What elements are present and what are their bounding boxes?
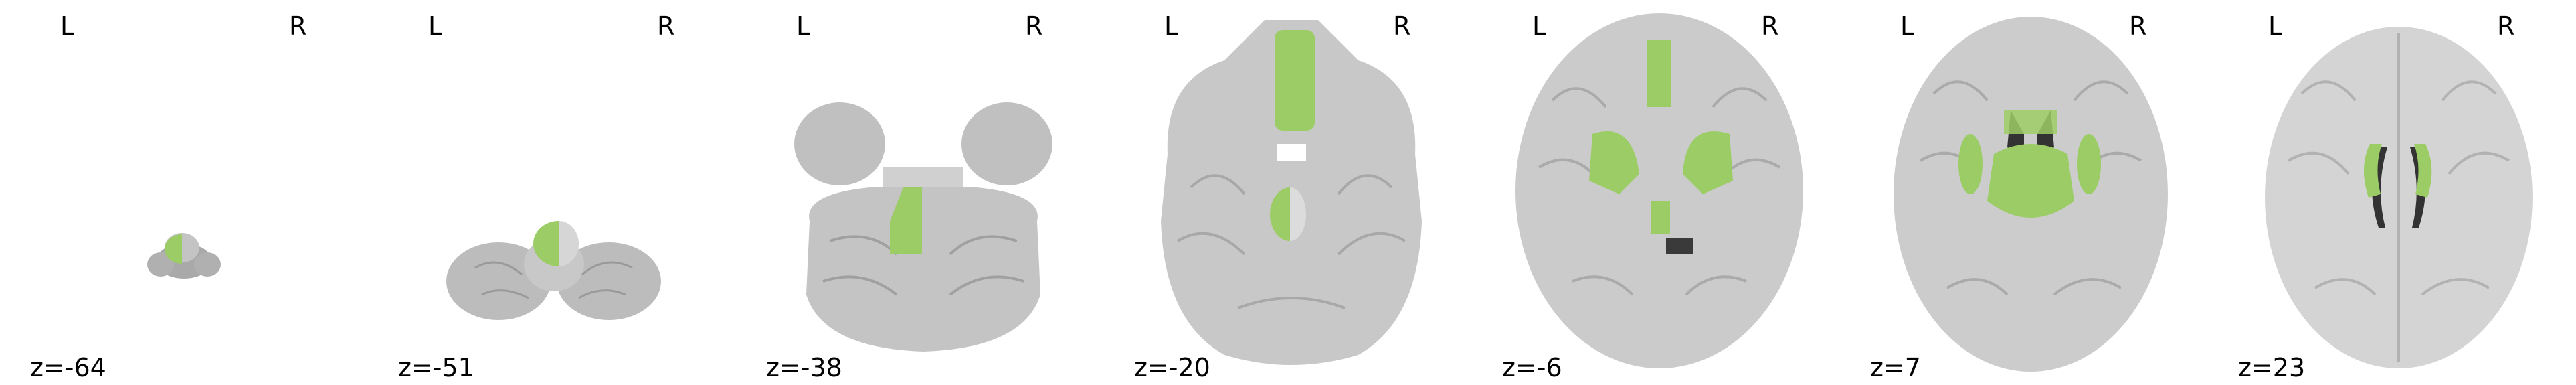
slice-z-label: z=-6 bbox=[1502, 353, 1562, 382]
overlay-region bbox=[1987, 144, 2074, 218]
right-orientation-label: R bbox=[1761, 11, 1779, 41]
slice-z-label: z=-64 bbox=[30, 353, 106, 382]
slice-panel-6: L R z=7 bbox=[1840, 0, 2208, 385]
right-orientation-label: R bbox=[657, 11, 675, 41]
overlay-region bbox=[1651, 201, 1670, 234]
brain-slice-image bbox=[794, 102, 1052, 352]
slice-z-label: z=7 bbox=[1870, 353, 1921, 382]
brain-slice-image bbox=[1515, 13, 1803, 368]
right-orientation-label: R bbox=[1393, 11, 1411, 41]
overlay-region bbox=[2414, 144, 2432, 198]
overlay-region bbox=[1270, 187, 1290, 241]
overlay-region bbox=[890, 187, 922, 254]
slice-z-label: z=-38 bbox=[766, 353, 842, 382]
left-orientation-label: L bbox=[2268, 11, 2283, 41]
slice-panel-3: L R z=-38 bbox=[736, 0, 1104, 385]
right-orientation-label: R bbox=[2129, 11, 2147, 41]
left-orientation-label: L bbox=[1532, 11, 1547, 41]
overlay-region bbox=[1589, 131, 1639, 194]
slice-panel-4: L R z=-20 bbox=[1104, 0, 1472, 385]
slice-panel-5: L R z=-6 bbox=[1472, 0, 1840, 385]
overlay-region bbox=[533, 221, 559, 266]
slice-z-label: z=23 bbox=[2238, 353, 2306, 382]
left-orientation-label: L bbox=[1900, 11, 1915, 41]
brain-slice-image bbox=[1894, 17, 2168, 372]
brain-slice-image bbox=[147, 233, 221, 279]
left-orientation-label: L bbox=[428, 11, 443, 41]
left-orientation-label: L bbox=[796, 11, 811, 41]
right-orientation-label: R bbox=[2497, 11, 2515, 41]
overlay-region bbox=[1647, 40, 1671, 107]
left-orientation-label: L bbox=[1164, 11, 1179, 41]
brain-slice-image bbox=[446, 221, 661, 320]
left-orientation-label: L bbox=[60, 11, 75, 41]
slice-panel-1: L R z=-64 bbox=[0, 0, 368, 385]
overlay-region bbox=[165, 234, 182, 264]
brain-slice-image bbox=[2265, 27, 2533, 368]
slice-z-label: z=-51 bbox=[398, 353, 474, 382]
overlay-region bbox=[1275, 30, 1315, 131]
overlay-region bbox=[2363, 144, 2382, 198]
right-orientation-label: R bbox=[1025, 11, 1043, 41]
slice-z-label: z=-20 bbox=[1134, 353, 1210, 382]
right-orientation-label: R bbox=[289, 11, 307, 41]
brain-slice-image bbox=[1161, 20, 1422, 365]
overlay-region bbox=[2077, 134, 2101, 194]
slice-panel-2: L R z=-51 bbox=[368, 0, 736, 385]
slice-panel-7: L R z=23 bbox=[2208, 0, 2576, 385]
overlay-region bbox=[1683, 131, 1733, 194]
overlay-region bbox=[1958, 134, 1983, 194]
